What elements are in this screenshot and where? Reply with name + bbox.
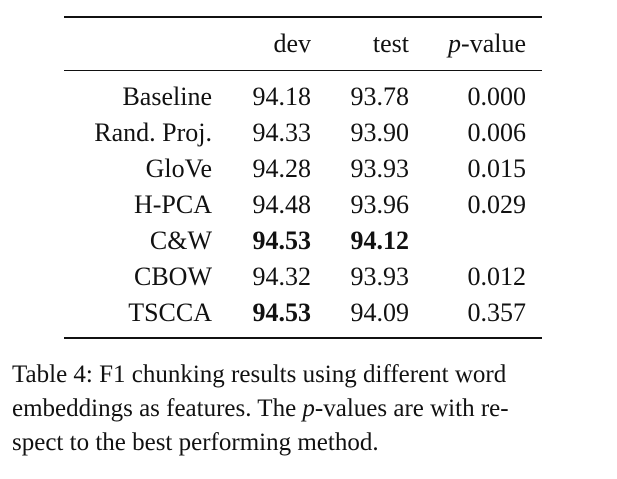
caption-line-2-end: -values are with re- <box>314 395 509 422</box>
row-p-value: 0.357 <box>467 298 527 327</box>
table-row: H-PCA 94.48 93.96 0.029 <box>64 187 542 223</box>
header-p-symbol: p <box>448 29 462 58</box>
row-test: 93.93 <box>350 154 410 183</box>
table-row: TSCCA 94.53 94.09 0.357 <box>64 295 542 331</box>
row-method: Baseline <box>122 82 212 111</box>
row-dev: 94.33 <box>252 118 312 147</box>
row-method: Rand. Proj. <box>94 118 212 147</box>
row-method: C&W <box>149 226 212 255</box>
row-dev: 94.53 <box>252 298 312 327</box>
row-p-value: 0.006 <box>467 118 527 147</box>
row-method: H-PCA <box>133 190 212 219</box>
header-p-suffix: -value <box>461 29 526 58</box>
row-dev: 94.18 <box>252 82 312 111</box>
table-row: Rand. Proj. 94.33 93.90 0.006 <box>64 115 542 151</box>
row-p-value: 0.000 <box>467 82 527 111</box>
table-row: C&W 94.53 94.12 <box>64 223 542 259</box>
row-method: TSCCA <box>128 298 212 327</box>
row-dev: 94.48 <box>252 190 312 219</box>
table-row: GloVe 94.28 93.93 0.015 <box>64 151 542 187</box>
table-header-row: dev test p-value <box>64 18 542 70</box>
table-bottom-rule <box>64 337 542 339</box>
row-method: CBOW <box>134 262 212 291</box>
row-dev: 94.28 <box>252 154 312 183</box>
row-p-value: 0.012 <box>467 262 527 291</box>
row-test: 93.78 <box>350 82 410 111</box>
table-top-rule <box>64 16 542 18</box>
caption-line-2: embeddings as features. The p-values are… <box>12 392 604 426</box>
table-row: Baseline 94.18 93.78 0.000 <box>64 79 542 115</box>
caption-line-3: spect to the best performing method. <box>12 429 379 456</box>
header-dev: dev <box>273 29 311 58</box>
row-test: 93.96 <box>350 190 410 219</box>
caption-line-2-start: embeddings as features. The <box>12 395 303 422</box>
table-body: Baseline 94.18 93.78 0.000 Rand. Proj. 9… <box>64 71 542 337</box>
row-dev: 94.53 <box>252 226 312 255</box>
row-dev: 94.32 <box>252 262 312 291</box>
table-caption: Table 4: F1 chunking results using diffe… <box>12 358 604 460</box>
caption-line-1: Table 4: F1 chunking results using diffe… <box>12 361 507 388</box>
table-row: CBOW 94.32 93.93 0.012 <box>64 259 542 295</box>
table-mid-rule <box>64 70 542 71</box>
row-test: 93.93 <box>350 262 410 291</box>
row-p-value: 0.029 <box>467 190 527 219</box>
row-method: GloVe <box>145 154 212 183</box>
row-test: 94.09 <box>350 298 410 327</box>
row-test: 93.90 <box>350 118 410 147</box>
header-p-value: p-value <box>448 18 526 70</box>
row-p-value: 0.015 <box>467 154 527 183</box>
caption-p-symbol: p <box>302 395 315 422</box>
header-test: test <box>372 29 409 58</box>
results-table: dev test p-value Baseline 94.18 93.78 0.… <box>64 16 542 339</box>
row-test: 94.12 <box>350 226 410 255</box>
